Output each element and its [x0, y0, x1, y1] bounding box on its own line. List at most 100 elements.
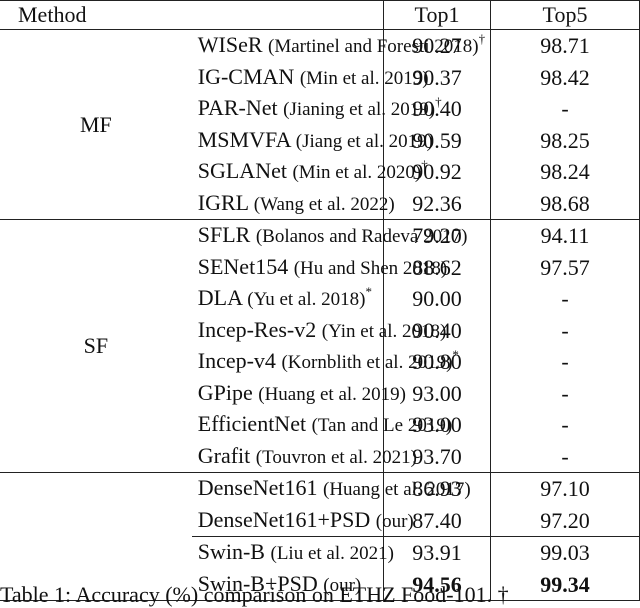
model-name: Incep-v4 [197, 348, 276, 373]
citation: (Hu and Shen 2018) [293, 257, 448, 279]
table-row: SF SFLR (Bolanos and Radeva 2017) 79.20 94.… [0, 219, 640, 473]
header-row: Method Top1 Top5 [0, 0, 640, 30]
top1-value: 93.00 [383, 409, 491, 441]
model-name: MSMVFA [197, 126, 291, 152]
top5-value: 97.20 [490, 504, 640, 537]
method-cell: Swin-B+PSD (our) [191, 568, 384, 601]
table-row: PAR-Net (Jianing et al. 2019)† 90.40- [0, 93, 640, 125]
table-row: Grafit (Touvron et al. 2021) 93.70- [0, 440, 640, 473]
method-cell: MSMVFA (Jiang et al. 2019) [192, 125, 433, 157]
model-name: Swin-B+PSD [197, 570, 318, 596]
top5-value: 97.10 [490, 472, 640, 505]
model-name: PAR-Net [197, 95, 278, 120]
top5-value: 99.03 [490, 536, 640, 569]
top1-value: 90.59 [383, 124, 491, 156]
citation: (Jianing et al. 2019) [283, 99, 436, 120]
method-cell: SENet154 (Hu and Shen 2018) [192, 252, 448, 284]
caption: Table 1: Accuracy (%) comparison on ETHZ… [0, 582, 509, 607]
method-cell: Incep-v4 (Kornblith et al. 2019)* [192, 346, 459, 378]
method-cell: SGLANet (Min et al. 2020)† [192, 156, 428, 188]
top1-value: 93.00 [383, 377, 491, 409]
model-name: Incep-Res-v2 [197, 316, 317, 342]
top1-value: 90.92 [383, 156, 491, 188]
citation: (Yu et al. 2018) [247, 289, 366, 310]
model-name: DenseNet161+PSD [197, 506, 371, 532]
model-name: Grafit [197, 442, 251, 468]
method-cell: DenseNet161+PSD (our) [191, 504, 414, 537]
top5-value: 98.24 [490, 156, 640, 188]
top1-value: 90.00 [383, 283, 491, 315]
top1-value: 87.40 [383, 504, 491, 537]
table-row: Swin-B+PSD (our) 94.56 99.34 [0, 568, 640, 601]
method-cell: WISeR (Martinel and Foresti 2018)† [192, 30, 485, 62]
table-row: EfficientNet (Tan and Le 2019) 93.00- [0, 409, 640, 441]
citation: (Wang et al. 2022) [253, 193, 395, 215]
top1-value: 86.93 [383, 472, 491, 505]
model-name: SENet154 [197, 253, 289, 279]
model-name: IG-CMAN [197, 63, 295, 89]
top5-value: 97.57 [490, 251, 640, 283]
top1-value: 90.80 [383, 346, 491, 378]
header-top1: Top1 [383, 0, 491, 30]
citation: (Min et al. 2019) [299, 67, 429, 89]
top1-value: 90.40 [383, 314, 491, 346]
method-cell: DenseNet161 (Huang et al. 2017) [192, 473, 471, 505]
top5-value: 98.42 [490, 61, 640, 93]
method-cell: Grafit (Touvron et al. 2021) [191, 440, 417, 473]
note-mark: * [365, 284, 372, 299]
method-cell: IGRL (Wang et al. 2022) [191, 187, 395, 220]
top5-value: 98.71 [490, 29, 640, 62]
citation: (our) [323, 574, 362, 596]
top5-value: - [490, 93, 640, 125]
table-row: GPipe (Huang et al. 2019) 93.00- [0, 377, 640, 410]
top1-value: 88.62 [383, 251, 491, 283]
header-method: Method [0, 0, 384, 30]
note-mark: † [478, 31, 486, 46]
table-row: MSMVFA (Jiang et al. 2019) 90.59 98.25 [0, 124, 640, 157]
header-top5: Top5 [490, 0, 640, 30]
group-cell [0, 568, 192, 601]
top1-value: 90.40 [383, 93, 491, 125]
top1-value: 79.20 [383, 219, 491, 252]
model-name: IGRL [197, 189, 249, 215]
citation: (Kornblith et al. 2019) [281, 352, 453, 373]
model-name: GPipe [197, 379, 253, 405]
top5-value: 98.68 [490, 187, 640, 220]
top5-value: - [490, 346, 640, 378]
top1-value: 90.27 [383, 29, 491, 62]
method-cell: EfficientNet (Tan and Le 2019) [192, 409, 452, 441]
method-cell: IG-CMAN (Min et al. 2019) [192, 62, 429, 94]
table-row: SENet154 (Hu and Shen 2018) 88.62 97.57 [0, 251, 640, 284]
model-name: WISeR [197, 32, 263, 57]
top5-value: 99.34 [490, 568, 640, 601]
table-row: IGRL (Wang et al. 2022) 92.36 98.68 [0, 187, 640, 220]
group-cell [0, 505, 192, 537]
top5-value: - [490, 283, 640, 315]
method-cell: Incep-Res-v2 (Yin et al. 2018) [192, 315, 447, 347]
model-name: EfficientNet [197, 411, 307, 436]
table-row: Incep-v4 (Kornblith et al. 2019)* 90.80- [0, 346, 640, 378]
table-row: DLA (Yu et al. 2018)* 90.00- [0, 283, 640, 315]
table-row: DenseNet161+PSD (our) 87.40 97.20 [0, 504, 640, 537]
top5-value: - [490, 377, 640, 409]
top1-value: 93.70 [383, 440, 491, 473]
method-cell: Swin-B (Liu et al. 2021) [192, 537, 394, 569]
citation: (Liu et al. 2021) [270, 543, 394, 564]
top5-value: - [490, 409, 640, 441]
method-cell: GPipe (Huang et al. 2019) [192, 378, 406, 410]
model-name: SGLANet [197, 158, 287, 183]
top1-value: 93.91 [383, 536, 491, 569]
group-cell [0, 473, 192, 505]
top5-value: - [490, 314, 640, 346]
model-name: Swin-B [197, 539, 265, 564]
top5-value: - [490, 440, 640, 473]
group-cell [0, 537, 192, 569]
group-label: MF [0, 29, 192, 220]
method-cell: DLA (Yu et al. 2018)* [192, 283, 384, 315]
table-row: SGLANet (Min et al. 2020)† 90.92 98.24 [0, 156, 640, 188]
citation: (Min et al. 2020) [292, 162, 422, 183]
table-row: Incep-Res-v2 (Yin et al. 2018) 90.40- [0, 314, 640, 347]
table-row: IG-CMAN (Min et al. 2019) 90.37 98.42 [0, 61, 640, 94]
